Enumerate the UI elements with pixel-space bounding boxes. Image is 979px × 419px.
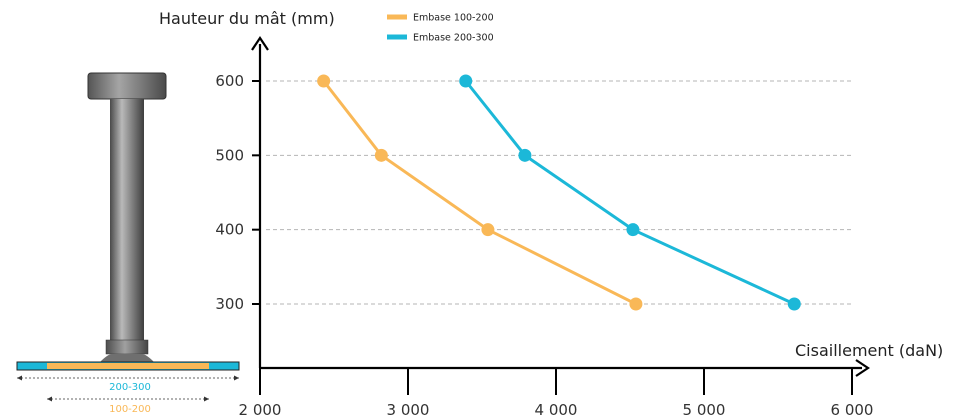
data-point-2-600 xyxy=(459,74,473,88)
legend: Embase 100-200 Embase 200-300 xyxy=(387,13,494,44)
mast-shaft xyxy=(110,99,144,343)
ticks: 300 400 500 600 2 000 3 000 4 000 5 000 6 000 xyxy=(215,72,873,419)
x-tick-label-4000: 4 000 xyxy=(535,401,578,419)
y-tick-label-400: 400 xyxy=(215,221,244,239)
data-point-1-600 xyxy=(317,74,331,88)
series xyxy=(317,74,801,311)
data-point-1-400 xyxy=(481,223,495,237)
series-1 xyxy=(317,74,643,311)
y-tick-label-300: 300 xyxy=(215,295,244,313)
dimension-label-100-200: 100-200 xyxy=(109,404,151,415)
base-plate-inner xyxy=(47,363,209,369)
y-tick-label-500: 500 xyxy=(215,146,244,164)
series-line-2 xyxy=(464,80,795,306)
data-point-2-400 xyxy=(626,223,640,237)
gridlines xyxy=(266,80,852,305)
data-point-1-300 xyxy=(629,297,643,311)
x-tick-label-3000: 3 000 xyxy=(387,401,430,419)
mast-fillet xyxy=(100,354,154,362)
x-tick-label-5000: 5 000 xyxy=(683,401,726,419)
x-axis-title: Cisaillement (daN) xyxy=(795,341,943,360)
series-line-1 xyxy=(322,80,637,306)
x-tick-label-2000: 2 000 xyxy=(239,401,282,419)
mast-collar xyxy=(105,339,149,355)
x-axis-arrow xyxy=(855,359,870,377)
mast-cap xyxy=(87,72,167,100)
x-tick-label-6000: 6 000 xyxy=(831,401,874,419)
axes xyxy=(251,36,870,377)
legend-label-2: Embase 200-300 xyxy=(413,33,494,44)
y-axis-arrow xyxy=(251,36,269,51)
data-point-2-300 xyxy=(787,297,801,311)
legend-label-1: Embase 100-200 xyxy=(413,13,494,24)
series-2 xyxy=(459,74,801,311)
dimension-100-200: 100-200 xyxy=(47,396,209,415)
y-axis-title: Hauteur du mât (mm) xyxy=(159,9,335,28)
data-point-2-500 xyxy=(518,148,532,162)
data-point-1-500 xyxy=(374,148,388,162)
y-tick-label-600: 600 xyxy=(215,72,244,90)
dimension-200-300: 200-300 xyxy=(17,375,239,393)
dimension-label-200-300: 200-300 xyxy=(109,382,151,393)
mast-illustration: 200-300 100-200 xyxy=(16,72,240,415)
